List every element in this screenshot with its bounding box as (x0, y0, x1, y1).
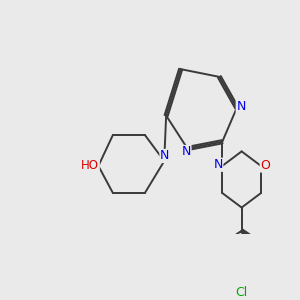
Text: N: N (236, 100, 246, 113)
Text: HO: HO (81, 159, 99, 172)
Text: N: N (182, 146, 191, 158)
Text: N: N (213, 158, 223, 171)
Text: O: O (260, 159, 270, 172)
Text: N: N (160, 149, 169, 163)
Text: Cl: Cl (236, 286, 248, 299)
